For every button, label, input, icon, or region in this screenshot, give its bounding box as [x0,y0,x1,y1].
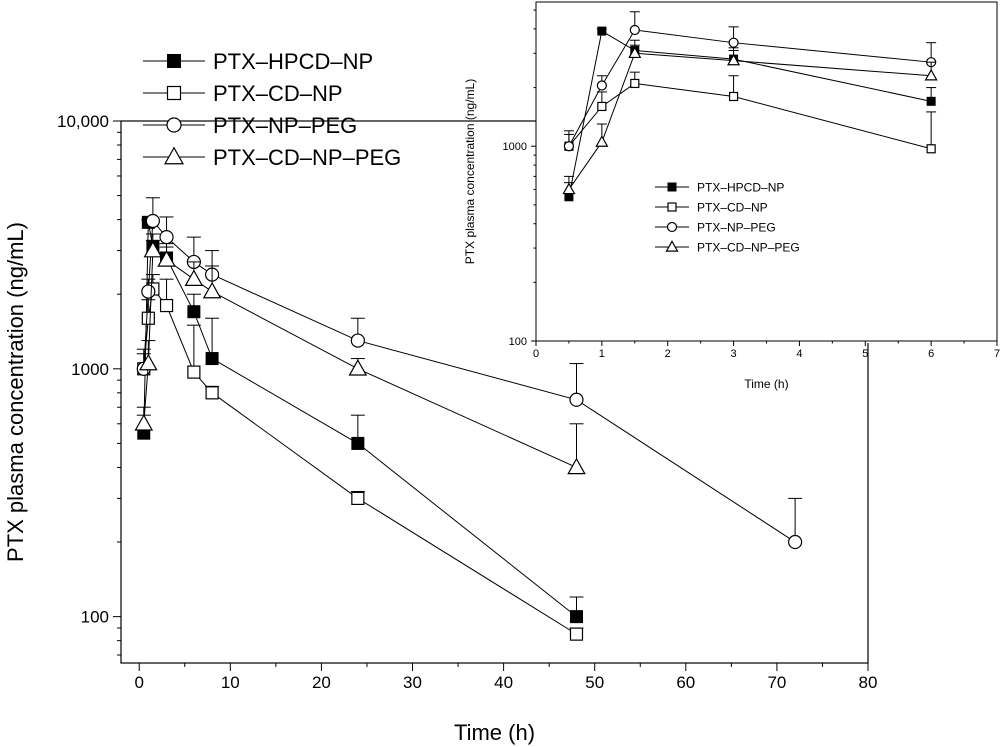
data-point [134,414,154,431]
data-point [202,281,222,299]
x-tick-label: 3 [731,348,737,360]
y-axis-label: PTX plasma concentration (ng/mL) [463,79,477,264]
data-point [351,491,365,505]
data-point [630,78,640,89]
x-tick-label: 7 [994,348,1000,360]
data-point [596,80,607,91]
data-point [351,436,365,450]
data-point [145,213,160,229]
x-tick-label: 1 [599,348,605,360]
x-tick-label: 5 [862,348,868,360]
legend-label: PTX–NP–PEG [697,220,776,234]
legend-label: PTX–CD–NP [213,81,343,106]
legend-marker [667,182,677,192]
x-tick-label: 30 [403,673,422,692]
data-point [157,250,176,267]
x-tick-label: 2 [665,348,671,360]
series-line [143,249,577,468]
data-point [139,353,158,371]
x-tick-label: 20 [312,673,331,692]
legend-marker [166,117,182,133]
data-point [926,144,936,154]
legend: PTX–HPCD–NP PTX–CD–NP PTX–NP–PEG PTX–CD–NP–… [143,49,401,170]
legend-label: PTX–CD–NP–PEG [213,145,401,170]
x-tick-label: 6 [928,348,934,360]
y-tick-label: 10,000 [57,112,109,131]
legend-label: PTX–CD–NP–PEG [697,240,800,254]
series-2 [563,11,937,152]
legend-label: PTX–CD–NP [697,200,768,214]
data-point [569,627,584,641]
data-point [562,182,576,195]
data-point [567,457,586,475]
x-tick-label: 60 [676,673,695,692]
data-point [205,386,219,400]
legend-marker [166,85,182,101]
x-tick-label: 0 [533,348,539,360]
data-point [926,96,936,106]
data-point [629,24,640,36]
data-point [727,53,741,66]
legend-label: PTX–HPCD–NP [213,49,373,74]
data-point [348,359,368,376]
data-point [159,230,174,245]
series-0 [136,215,584,624]
data-point [728,37,739,48]
legend-marker [665,240,679,252]
data-point [597,101,607,112]
data-point [187,365,201,379]
legend-label: PTX–NP–PEG [213,113,357,138]
y-tick-label: 100 [509,336,527,348]
inset-background [536,0,998,343]
series-line [143,222,577,618]
data-point [187,305,201,319]
data-point [184,269,204,286]
data-point [788,534,803,550]
legend-label: PTX–HPCD–NP [697,180,784,194]
data-point [595,135,609,147]
data-point [141,311,155,325]
y-tick-label: 1000 [71,360,109,379]
data-point [924,68,938,81]
x-axis-label: Time (h) [454,720,535,745]
legend-marker [667,202,677,212]
plot-frame [120,120,869,664]
data-point [159,298,174,313]
legend-marker [164,146,184,165]
y-tick-label: 1000 [503,141,527,153]
y-tick-label: 100 [81,608,109,627]
data-point [628,46,642,59]
x-tick-label: 50 [585,673,604,692]
data-point [569,392,584,407]
data-point [563,141,575,152]
x-tick-label: 4 [796,348,802,360]
data-point [350,333,365,348]
x-tick-label: 80 [859,673,878,692]
data-point [597,26,607,36]
data-point [141,284,156,299]
inset-chart: 0 1 2 3 4 5 6 7 100 1000 Time (h) PTX plasma concen… [463,0,1000,391]
x-tick-label: 10 [221,673,240,692]
x-tick-label: 70 [767,673,786,692]
legend-marker [167,54,181,68]
data-point [569,610,583,624]
x-tick-label: 40 [494,673,513,692]
data-point [728,91,739,102]
legend: PTX–HPCD–NP PTX–CD–NP PTX–NP–PEG PTX–CD–NP–… [655,180,800,254]
x-tick-label: 0 [134,673,143,692]
series-3 [562,39,938,195]
legend-marker [666,221,678,233]
x-axis-label: Time (h) [744,377,788,391]
y-axis-label: PTX plasma concentration (ng/mL) [3,222,28,562]
series-1 [136,274,584,641]
series-3 [134,233,586,475]
data-point [143,240,163,258]
data-point [205,352,219,366]
